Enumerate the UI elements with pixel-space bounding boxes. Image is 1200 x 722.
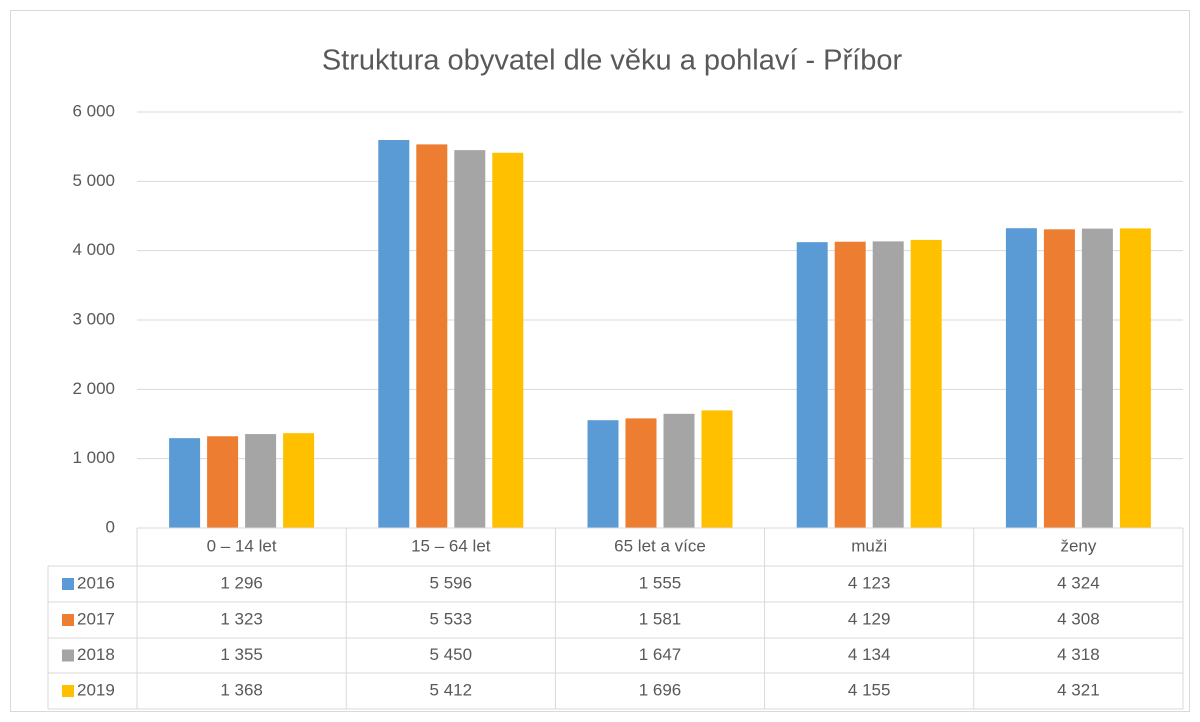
x-tick-label: 0 – 14 let [207, 536, 277, 555]
bar [492, 152, 524, 528]
table-value: 4 321 [1057, 680, 1100, 699]
x-tick-label: ženy [1060, 536, 1096, 555]
bar [416, 144, 448, 528]
y-tick-label: 3 000 [72, 309, 115, 328]
legend-swatch [62, 614, 74, 626]
bar [1119, 228, 1151, 529]
table-value: 4 155 [848, 680, 891, 699]
bar [245, 434, 277, 528]
table-value: 4 318 [1057, 645, 1100, 664]
y-tick-label: 2 000 [72, 379, 115, 398]
table-value: 1 368 [220, 680, 263, 699]
bar [587, 420, 619, 528]
table-value: 4 308 [1057, 609, 1100, 628]
table-value: 5 596 [430, 573, 473, 592]
table-value: 4 324 [1057, 573, 1100, 592]
bar [663, 413, 695, 528]
legend-label: 2017 [77, 609, 115, 628]
y-tick-label: 5 000 [72, 171, 115, 190]
table-value: 4 123 [848, 573, 891, 592]
bar [378, 140, 410, 528]
bar [454, 150, 486, 528]
table-value: 1 581 [639, 609, 682, 628]
table-value: 1 696 [639, 680, 682, 699]
table-value: 5 533 [430, 609, 473, 628]
table-value: 4 129 [848, 609, 891, 628]
legend-swatch [62, 685, 74, 697]
bar [910, 239, 942, 529]
x-tick-label: 15 – 64 let [411, 536, 491, 555]
table-value: 5 412 [430, 680, 473, 699]
chart-title: Struktura obyvatel dle věku a pohlaví - … [322, 45, 903, 77]
bar [1005, 228, 1037, 528]
legend-swatch [62, 649, 74, 662]
table-value: 1 355 [220, 645, 263, 664]
legend-label: 2016 [77, 573, 115, 592]
bar [283, 433, 315, 528]
bar [834, 241, 866, 529]
legend-label: 2019 [77, 680, 115, 699]
bar [701, 410, 733, 528]
bar [796, 242, 828, 528]
legend-label: 2018 [77, 645, 115, 664]
table-value: 1 647 [639, 645, 682, 664]
bar [169, 438, 201, 528]
x-tick-label: muži [851, 536, 887, 555]
bar [625, 418, 657, 528]
chart-border [10, 10, 1190, 712]
table-value: 5 450 [430, 645, 473, 664]
bar [1043, 229, 1075, 528]
table-value: 4 134 [848, 645, 891, 664]
table-value: 1 323 [220, 609, 263, 628]
bar [1081, 228, 1113, 529]
x-tick-label: 65 let a více [614, 536, 706, 555]
y-tick-label: 1 000 [72, 448, 115, 467]
bar [207, 436, 239, 528]
bar [872, 241, 904, 528]
y-tick-label: 0 [106, 517, 115, 536]
table-value: 1 555 [639, 573, 682, 592]
y-tick-label: 4 000 [72, 240, 115, 259]
y-tick-label: 6 000 [72, 101, 115, 120]
legend-swatch [62, 578, 74, 590]
table-value: 1 296 [220, 573, 263, 592]
